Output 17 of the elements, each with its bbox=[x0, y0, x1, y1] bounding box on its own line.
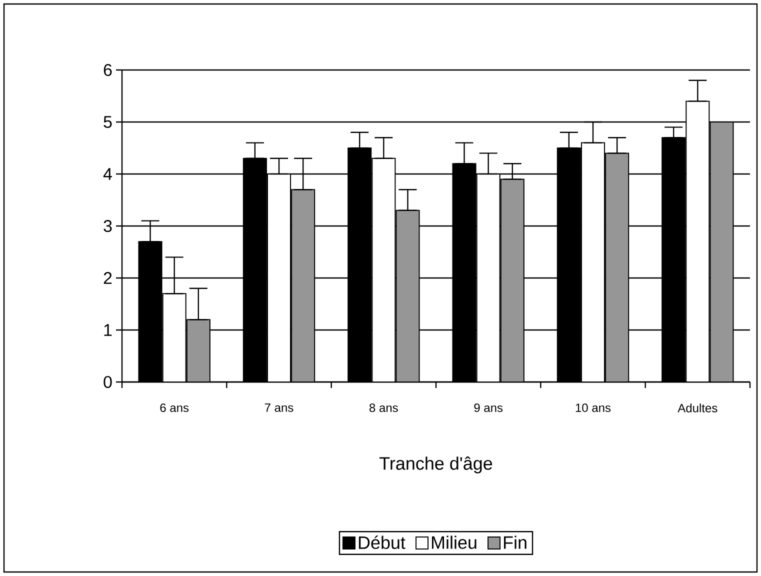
x-tick-label: 7 ans bbox=[264, 404, 294, 412]
x-tick-label: 6 ans bbox=[160, 404, 189, 412]
y-tick-label: 5 bbox=[104, 116, 112, 128]
x-axis-title: Tranche d'âge bbox=[379, 456, 492, 474]
y-tick-label: 0 bbox=[104, 376, 112, 388]
legend-label: Fin bbox=[504, 536, 526, 549]
y-tick-label: 1 bbox=[104, 324, 112, 336]
y-tick-label: 4 bbox=[103, 168, 112, 180]
legend-label: Milieu bbox=[432, 536, 476, 549]
y-tick-label: 2 bbox=[104, 272, 112, 284]
x-tick-label: 10 ans bbox=[576, 404, 611, 412]
y-tick-label: 6 bbox=[104, 64, 112, 76]
x-tick-label: Adultes bbox=[678, 404, 718, 412]
x-tick-label: 8 ans bbox=[370, 404, 398, 412]
legend-label: Début bbox=[358, 536, 406, 550]
y-tick-label: 3 bbox=[104, 220, 112, 232]
x-tick-label: 9 ans bbox=[474, 404, 503, 412]
